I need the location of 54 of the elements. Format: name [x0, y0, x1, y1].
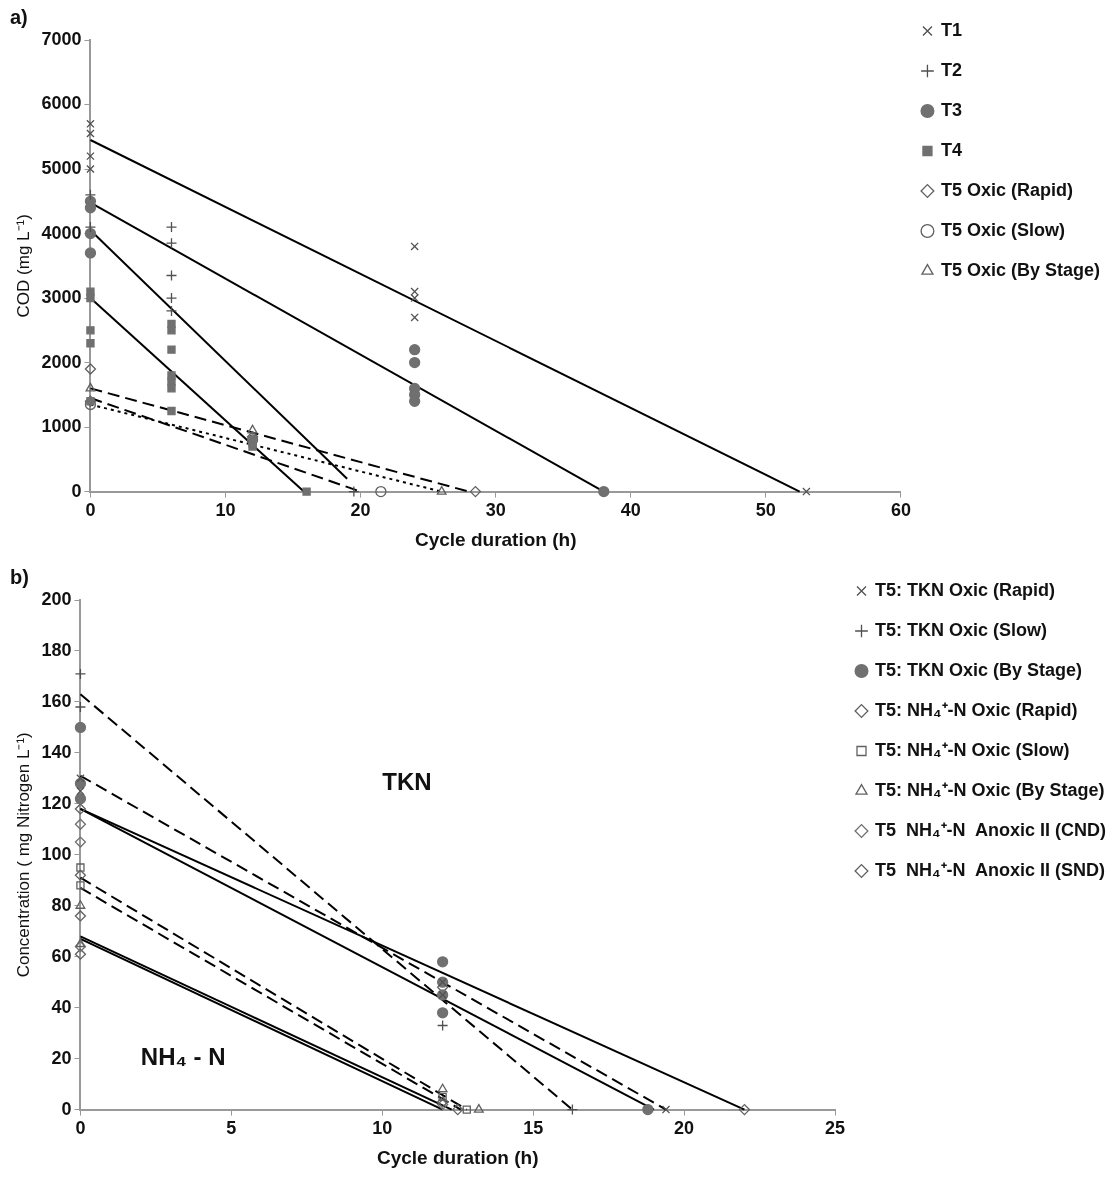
annotation: NH₄ - N: [140, 1043, 226, 1071]
y-tick-label: 3000: [41, 287, 82, 308]
x-tick-label: 10: [215, 500, 236, 521]
y-tick-label: 0: [71, 480, 82, 501]
x-tick-label: 40: [620, 500, 641, 521]
legend-label: T5: NH₄⁺-N Oxic (By Stage): [875, 779, 1105, 800]
legend-label: T5 Oxic (By Stage): [940, 259, 1101, 280]
y-tick-label: 60: [51, 945, 72, 966]
y-tick-label: 180: [41, 639, 72, 660]
legend-label: T1: [940, 19, 962, 40]
x-tick-label: 10: [372, 1118, 393, 1139]
y-tick-label: 7000: [41, 28, 82, 49]
x-axis-title: Cycle duration (h): [376, 1146, 539, 1168]
chart-title: a): [10, 5, 28, 28]
x-tick-label: 5: [226, 1118, 237, 1139]
y-axis-title: COD (mg L⁻¹): [13, 214, 33, 318]
y-tick-label: 0: [61, 1098, 72, 1119]
legend-label: T5 Oxic (Slow): [940, 219, 1065, 240]
legend-label: T5: NH₄⁺-N Oxic (Rapid): [875, 699, 1078, 720]
y-tick-label: 160: [41, 690, 72, 711]
legend-label: T5: NH₄⁺-N Oxic (Slow): [875, 739, 1070, 760]
x-tick-label: 50: [755, 500, 776, 521]
y-tick-label: 20: [51, 1047, 72, 1068]
legend-label: T5: TKN Oxic (Slow): [875, 619, 1048, 640]
y-tick-label: 80: [51, 894, 72, 915]
y-tick-label: 100: [41, 843, 72, 864]
y-tick-label: 140: [41, 741, 72, 762]
legend-label: T5: TKN Oxic (By Stage): [875, 659, 1083, 680]
legend-label: T5 NH₄⁺-N Anoxic II (SND): [875, 859, 1105, 880]
y-tick-label: 200: [41, 588, 72, 609]
y-axis-title: Concentration ( mg Nitrogen L⁻¹): [13, 732, 33, 978]
y-tick-label: 1000: [41, 416, 82, 437]
y-tick-label: 2000: [41, 351, 82, 372]
y-tick-label: 40: [51, 996, 72, 1017]
x-tick-label: 25: [824, 1118, 846, 1139]
x-tick-label: 30: [485, 500, 506, 521]
annotation: TKN: [382, 768, 432, 796]
y-tick-label: 4000: [41, 222, 82, 243]
x-tick-label: 0: [85, 500, 96, 521]
x-tick-label: 60: [890, 500, 911, 521]
legend-label: T5: TKN Oxic (Rapid): [875, 579, 1056, 600]
y-tick-label: 5000: [41, 158, 82, 178]
x-tick-label: 20: [350, 500, 371, 521]
x-axis-title: Cycle duration (h): [414, 528, 577, 550]
legend-label: T4: [940, 139, 962, 160]
x-tick-label: 15: [523, 1118, 544, 1139]
legend-label: T5 Oxic (Rapid): [940, 179, 1073, 200]
legend-label: T2: [940, 59, 962, 80]
x-tick-label: 20: [674, 1118, 695, 1139]
y-tick-label: 120: [41, 792, 72, 813]
legend-label: T3: [940, 99, 962, 120]
legend-label: T5 NH₄⁺-N Anoxic II (CND): [875, 819, 1106, 840]
chart-title: b): [10, 565, 29, 588]
y-tick-label: 6000: [41, 93, 82, 114]
